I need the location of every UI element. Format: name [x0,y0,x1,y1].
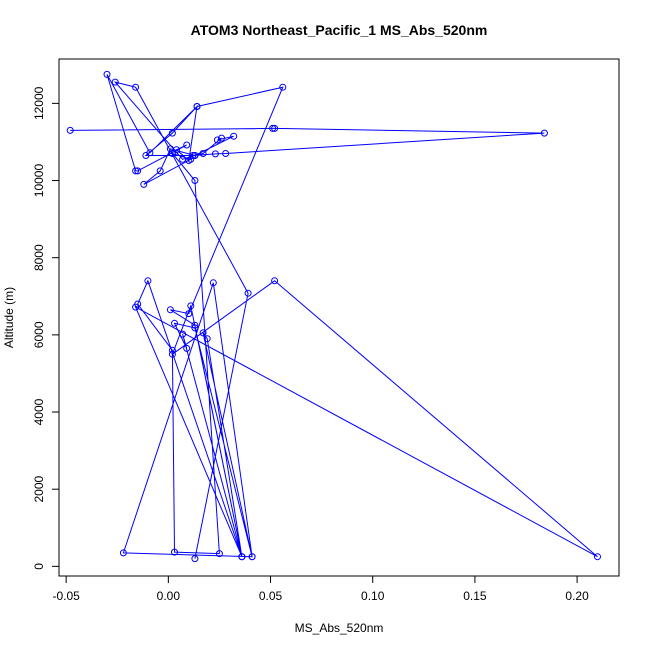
data-point [238,553,246,561]
y-tick-label: 10000 [32,164,46,198]
data-point [185,310,193,318]
data-point [248,553,256,561]
series-line [70,74,598,559]
x-tick-label: 0.00 [157,589,181,603]
series-layer [66,70,601,563]
x-tick-label: 0.10 [361,589,385,603]
data-point [119,549,127,557]
data-point [594,553,601,561]
data-point [540,129,548,137]
data-point [168,346,176,354]
x-tick-label: 0.05 [259,589,283,603]
data-point [191,177,199,184]
data-point [279,83,287,91]
data-point [134,300,142,308]
data-point [171,548,178,556]
data-point [189,152,197,159]
data-point [156,167,164,175]
data-point [144,277,152,285]
y-axis-label: Altitude (m) [2,287,16,348]
data-point [132,83,140,91]
y-tick-label: 0 [32,563,46,570]
data-point [66,126,74,134]
data-point [183,141,191,149]
data-point [168,350,176,358]
data-point [199,329,207,337]
y-tick-label: 2000 [32,476,46,503]
data-point [179,330,187,338]
data-point [191,152,199,159]
y-tick-label: 6000 [32,321,46,348]
data-point [211,150,219,158]
data-point [213,136,221,144]
data-point [132,167,140,175]
data-point [218,134,225,142]
data-point [203,335,211,343]
data-point [271,124,279,132]
data-point [191,555,199,563]
data-point [146,149,154,157]
chart-title: ATOM3 Northeast_Pacific_1 MS_Abs_520nm [191,22,488,38]
x-axis-label: MS_Abs_520nm [295,621,384,635]
data-point [193,103,201,110]
y-tick-label: 4000 [32,398,46,425]
data-point [103,70,111,78]
data-point [187,302,195,310]
data-point [168,129,176,137]
data-point [111,78,119,86]
data-point [183,344,191,352]
data-point [171,319,178,327]
x-tick-label: -0.05 [52,589,80,603]
data-point [179,155,187,163]
data-point [191,324,199,332]
data-point [187,155,195,163]
x-tick-label: 0.15 [463,589,487,603]
data-point [166,306,174,314]
plot-frame [58,58,620,577]
data-point [222,150,230,157]
data-point [134,167,142,175]
x-axis-ticks: -0.05 0.00 0.05 0.10 0.15 0.20 [52,576,589,603]
y-axis-ticks: 0 2000 4000 6000 8000 10000 12000 [32,86,59,570]
data-point [209,279,217,287]
data-point [269,124,277,132]
data-point [199,150,207,157]
data-point [230,132,238,140]
data-point [140,180,148,188]
data-point [191,321,199,329]
data-point [166,145,174,153]
data-point [215,550,223,558]
x-tick-label: 0.20 [565,589,589,603]
data-point [271,277,279,285]
y-tick-label: 12000 [32,86,46,120]
y-tick-label: 8000 [32,244,46,271]
data-point [244,289,252,297]
data-point [168,150,176,157]
